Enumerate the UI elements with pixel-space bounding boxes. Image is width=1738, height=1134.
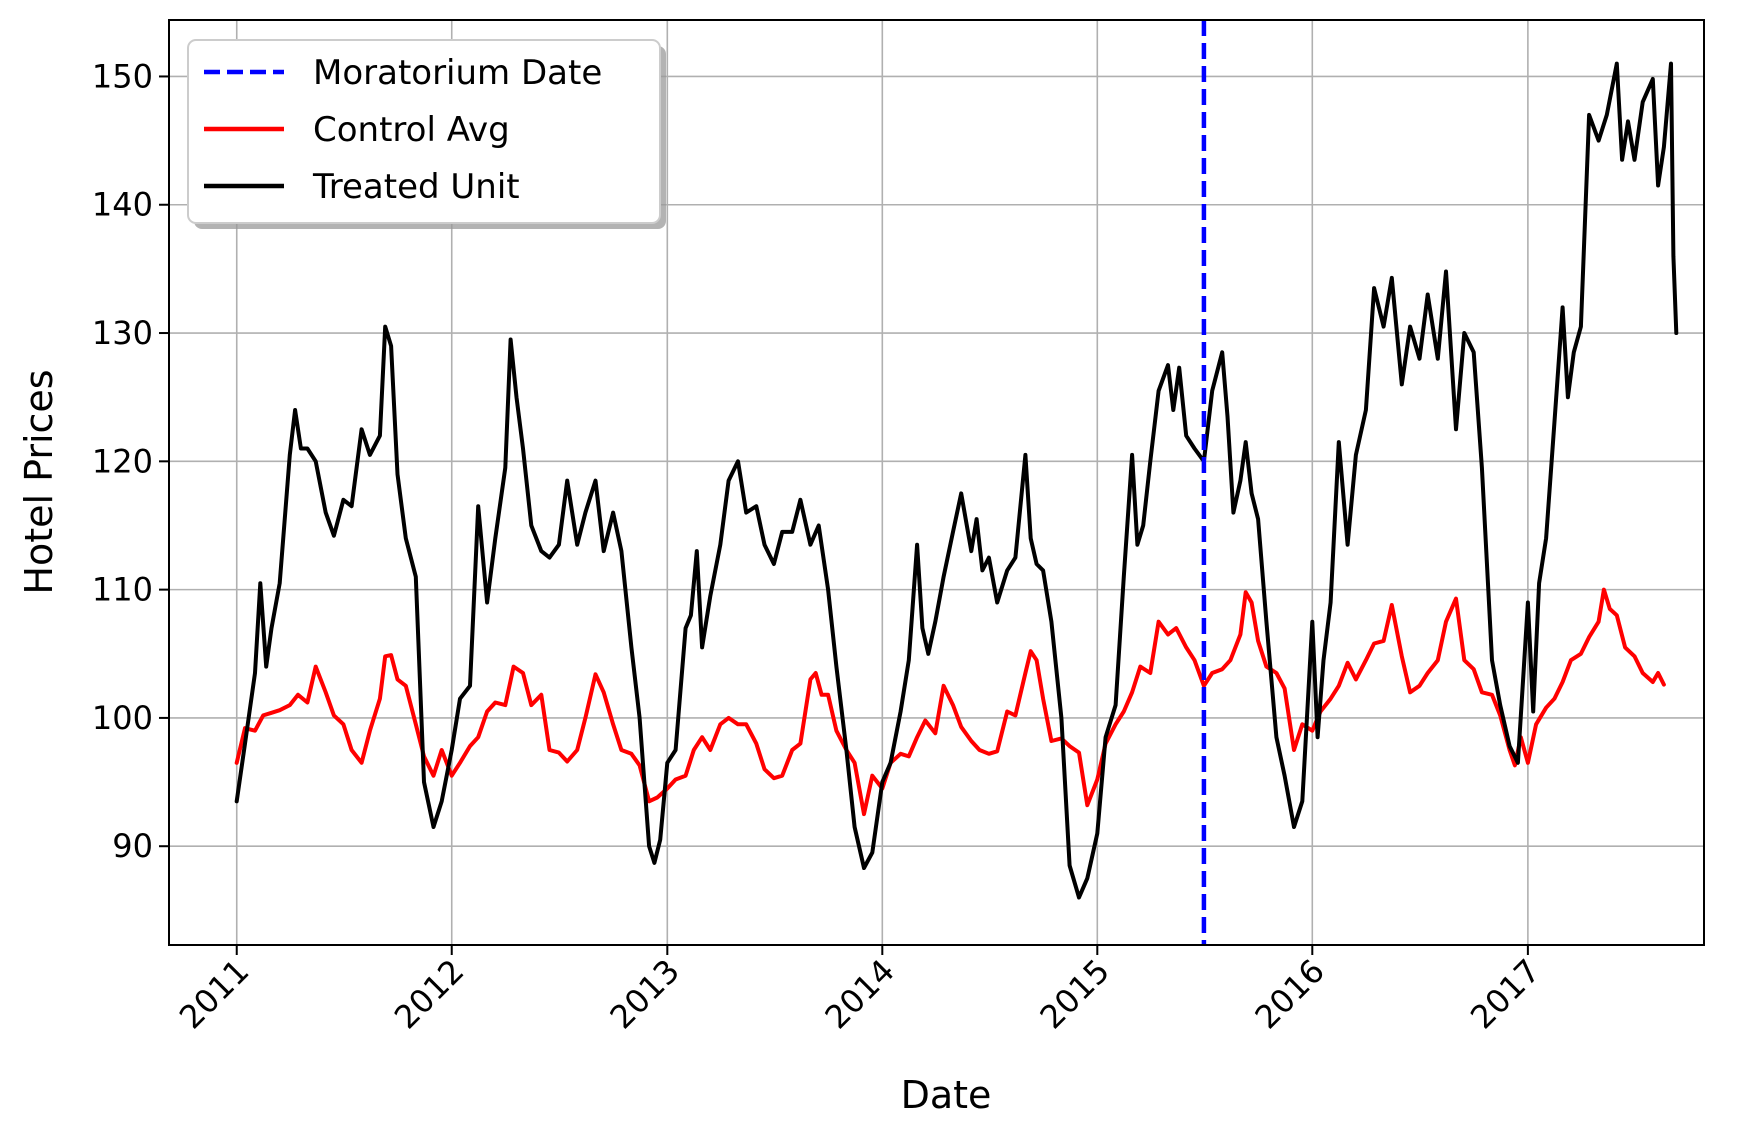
y-tick-label: 150 — [92, 57, 153, 95]
series-line-treated-unit — [234, 61, 1679, 900]
legend-label-treated: Treated Unit — [312, 167, 520, 207]
x-axis-title: Date — [901, 1073, 992, 1117]
legend-entry-moratorium: Moratorium Date — [204, 53, 602, 93]
plot-frame — [168, 19, 1705, 946]
legend: Moratorium Date Control Avg Treated Unit — [187, 39, 666, 229]
y-tick-label: 120 — [92, 442, 153, 480]
legend-box — [187, 39, 661, 224]
y-axis-title: Hotel Prices — [17, 369, 61, 594]
legend-label-control: Control Avg — [313, 110, 510, 150]
y-tick-label: 140 — [92, 186, 153, 224]
y-axis-ticks: 90 100 110 120 130 140 150 — [92, 57, 169, 865]
grid — [169, 20, 1704, 945]
y-tick-label: 130 — [92, 314, 153, 352]
y-tick-label: 90 — [112, 827, 153, 865]
y-tick-label: 110 — [92, 571, 153, 609]
legend-entry-treated: Treated Unit — [204, 167, 520, 207]
series-line-control-avg — [234, 587, 1666, 817]
legend-label-moratorium: Moratorium Date — [313, 53, 602, 93]
series-lines — [234, 61, 1679, 900]
legend-entry-control: Control Avg — [204, 110, 510, 150]
y-tick-label: 100 — [92, 699, 153, 737]
